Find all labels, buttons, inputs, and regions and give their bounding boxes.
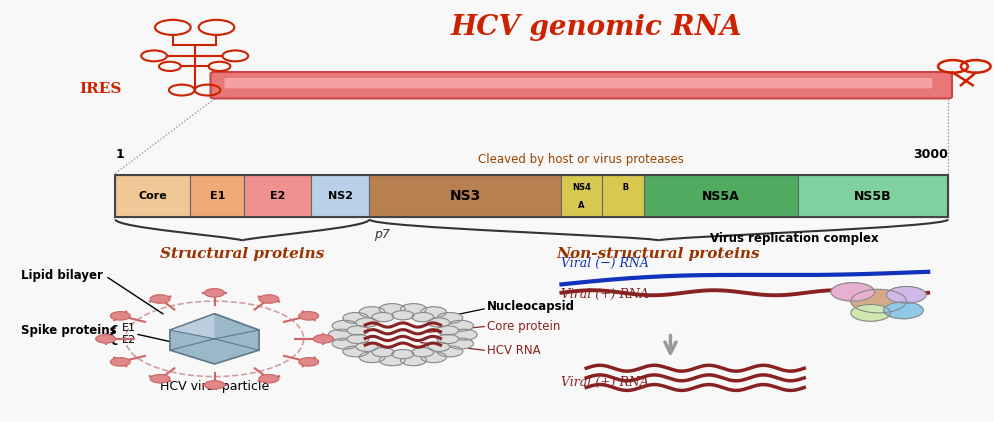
Text: Viral (+) RNA: Viral (+) RNA — [562, 376, 649, 389]
FancyBboxPatch shape — [602, 176, 644, 217]
Text: A: A — [579, 201, 584, 210]
FancyBboxPatch shape — [115, 176, 190, 217]
FancyBboxPatch shape — [370, 176, 561, 217]
Text: Core: Core — [138, 191, 167, 201]
Text: B: B — [617, 184, 629, 192]
Text: Viral (−) RNA: Viral (−) RNA — [562, 257, 649, 270]
Circle shape — [447, 320, 473, 331]
Circle shape — [380, 355, 405, 366]
Circle shape — [372, 313, 394, 322]
Circle shape — [420, 352, 446, 362]
Circle shape — [451, 329, 477, 340]
Circle shape — [347, 334, 369, 344]
Text: IRES: IRES — [80, 82, 121, 96]
Circle shape — [359, 307, 385, 318]
Text: Viral (+) RNA: Viral (+) RNA — [562, 288, 649, 301]
Circle shape — [851, 289, 907, 313]
Circle shape — [412, 313, 433, 322]
FancyBboxPatch shape — [211, 72, 952, 98]
FancyBboxPatch shape — [644, 176, 798, 217]
Circle shape — [299, 312, 319, 320]
FancyBboxPatch shape — [311, 176, 370, 217]
Text: p7: p7 — [375, 228, 391, 241]
Text: Structural proteins: Structural proteins — [160, 246, 325, 261]
Text: HCV RNA: HCV RNA — [487, 344, 541, 357]
Circle shape — [420, 307, 446, 318]
FancyBboxPatch shape — [561, 176, 602, 217]
Circle shape — [401, 303, 426, 314]
Text: Lipid bilayer: Lipid bilayer — [21, 270, 103, 282]
Text: Spike proteins: Spike proteins — [21, 324, 117, 337]
Text: E2: E2 — [122, 335, 136, 345]
Polygon shape — [170, 314, 215, 339]
Circle shape — [347, 326, 369, 335]
Text: HCV genomic RNA: HCV genomic RNA — [450, 14, 742, 41]
Circle shape — [851, 305, 891, 321]
Text: Virus replication complex: Virus replication complex — [710, 232, 879, 244]
FancyBboxPatch shape — [225, 78, 932, 88]
Circle shape — [437, 346, 463, 357]
FancyBboxPatch shape — [245, 176, 311, 217]
Circle shape — [150, 295, 170, 303]
Text: NS3: NS3 — [449, 189, 481, 203]
Text: 1: 1 — [115, 148, 124, 161]
Circle shape — [884, 302, 923, 319]
Text: Non-structural proteins: Non-structural proteins — [557, 246, 760, 261]
Circle shape — [447, 338, 473, 349]
FancyBboxPatch shape — [798, 176, 948, 217]
Polygon shape — [170, 314, 259, 364]
Circle shape — [259, 375, 279, 383]
Circle shape — [412, 348, 433, 357]
Circle shape — [436, 326, 458, 335]
Text: NS4: NS4 — [573, 184, 591, 192]
Circle shape — [205, 381, 225, 389]
Circle shape — [332, 320, 358, 331]
Text: E2: E2 — [270, 191, 285, 201]
Circle shape — [372, 348, 394, 357]
Text: E1: E1 — [122, 323, 136, 333]
Text: HCV viral particle: HCV viral particle — [160, 380, 269, 393]
Circle shape — [427, 318, 449, 327]
Circle shape — [427, 342, 449, 352]
Circle shape — [205, 289, 225, 297]
FancyBboxPatch shape — [190, 176, 245, 217]
Circle shape — [343, 313, 369, 323]
Circle shape — [110, 312, 130, 320]
Circle shape — [332, 338, 358, 349]
Circle shape — [313, 335, 333, 343]
Circle shape — [380, 303, 405, 314]
Circle shape — [95, 335, 115, 343]
Circle shape — [392, 311, 414, 320]
Text: 3000: 3000 — [913, 148, 948, 161]
Circle shape — [831, 283, 875, 301]
Text: NS2: NS2 — [328, 191, 353, 201]
Circle shape — [392, 349, 414, 359]
Circle shape — [356, 342, 378, 352]
Circle shape — [359, 352, 385, 362]
Circle shape — [343, 346, 369, 357]
Circle shape — [887, 287, 926, 303]
Text: E1: E1 — [210, 191, 225, 201]
Circle shape — [436, 334, 458, 344]
Text: NS5B: NS5B — [854, 190, 892, 203]
Text: Nucleocapsid: Nucleocapsid — [487, 300, 576, 313]
Text: NS5A: NS5A — [702, 190, 740, 203]
Text: Cleaved by host or virus proteases: Cleaved by host or virus proteases — [478, 153, 684, 166]
Circle shape — [328, 329, 354, 340]
Text: Core protein: Core protein — [487, 320, 561, 333]
Circle shape — [110, 358, 130, 366]
Circle shape — [299, 358, 319, 366]
Circle shape — [150, 375, 170, 383]
Circle shape — [401, 355, 426, 366]
Text: {: { — [105, 325, 119, 345]
Circle shape — [259, 295, 279, 303]
Circle shape — [437, 313, 463, 323]
Circle shape — [356, 318, 378, 327]
